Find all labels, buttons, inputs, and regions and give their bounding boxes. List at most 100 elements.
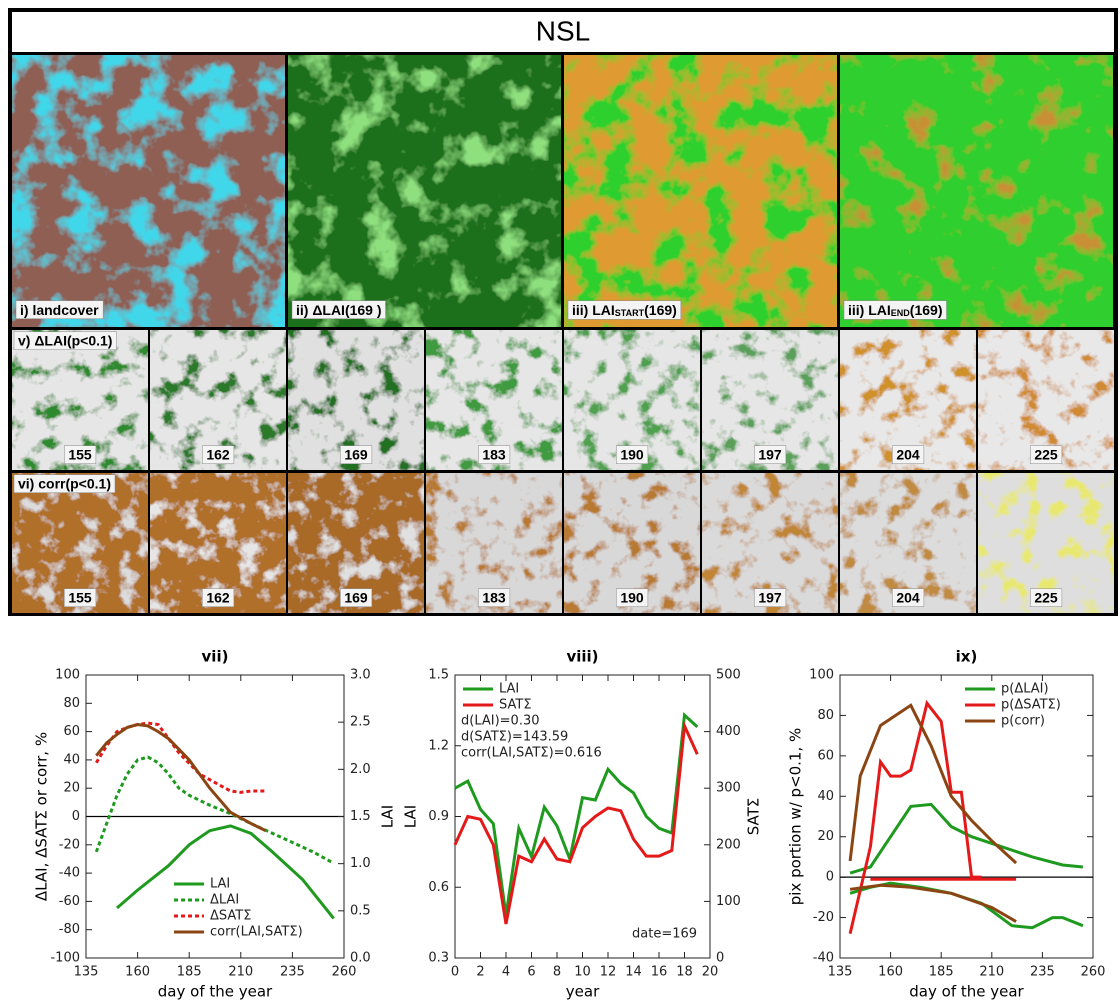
legend-label: ΔLAI — [210, 893, 239, 908]
day-label-group: 155 — [64, 445, 97, 464]
map-label: i) landcover — [20, 302, 99, 318]
x-tick-label: 135 — [74, 965, 99, 980]
y-tick-label: 0.3 — [428, 951, 449, 966]
y2-tick-label: 500 — [716, 668, 741, 683]
y2-tick-label: 0 — [716, 951, 724, 966]
series-line — [453, 720, 699, 925]
y-axis-label: LAI — [402, 805, 420, 828]
day-label: 190 — [620, 447, 644, 463]
y-tick-label: 60 — [63, 724, 80, 739]
day-label-box — [64, 588, 97, 607]
day-label-group: 225 — [1030, 445, 1063, 464]
map-label-text: i) landcover — [20, 302, 99, 318]
series-line — [454, 711, 699, 916]
series-line — [848, 699, 1017, 935]
map-label-sub: START — [615, 308, 645, 318]
annotation: corr(LAI,SATΣ)=0.616 — [461, 746, 602, 761]
row-label-box — [13, 474, 116, 493]
map-label-sub: END — [891, 308, 911, 318]
y-tick-label: 0.6 — [428, 880, 449, 895]
day-label-box — [202, 588, 235, 607]
chart-title: vii) — [202, 648, 229, 666]
y-tick-label: 0 — [826, 870, 834, 885]
series-line — [95, 721, 266, 794]
x-tick-label: 8 — [553, 965, 561, 980]
map-label-box — [291, 300, 386, 319]
y-tick-label: 20 — [63, 781, 80, 796]
x-tick-label: 10 — [574, 965, 591, 980]
x-tick-label: 20 — [702, 965, 719, 980]
y-tick-label: 100 — [809, 668, 834, 683]
map-label: iii) LAISTART(169) — [572, 302, 677, 319]
map-image — [12, 55, 285, 327]
day-label-box — [892, 588, 925, 607]
row-label: v) ΔLAI(p<0.1) — [18, 333, 112, 349]
title-bar — [12, 12, 1114, 52]
day-label: 225 — [1034, 447, 1058, 463]
map-image — [840, 55, 1113, 327]
map-label-group: iii) LAISTART(169) — [567, 300, 682, 320]
y-tick-label: 20 — [817, 829, 834, 844]
day-label-group: 225 — [1030, 588, 1063, 607]
x-tick-label: 160 — [125, 965, 150, 980]
y-tick-label: 0.9 — [428, 809, 449, 824]
day-label-group: 162 — [202, 588, 235, 607]
chart-title: viii) — [566, 648, 598, 666]
y-tick-label: 60 — [817, 748, 834, 763]
day-label: 162 — [206, 590, 230, 606]
x-tick-label: 235 — [1030, 965, 1055, 980]
plot-frame — [839, 674, 1094, 959]
series-line — [848, 703, 1018, 923]
y-axis-label: pix portion w/ p<0.1, % — [787, 728, 805, 906]
day-label: 204 — [896, 590, 920, 606]
map-label-box — [843, 300, 947, 320]
map-image — [564, 55, 837, 327]
map-image — [288, 55, 561, 327]
y-axis-label: ΔLAI, ΔSATΣ or corr, % — [33, 732, 51, 901]
day-label-group: 155 — [64, 588, 97, 607]
x-tick-label: 14 — [625, 965, 642, 980]
map-label-group: i) landcover — [15, 300, 104, 319]
y-tick-label: -60 — [59, 894, 80, 909]
x-tick-label: 16 — [651, 965, 668, 980]
y2-tick-label: 300 — [716, 781, 741, 796]
x-tick-label: 2 — [476, 965, 484, 980]
day-label: 225 — [1034, 590, 1058, 606]
y2-tick-label: 3.0 — [350, 668, 371, 683]
y2-tick-label: 1.5 — [350, 809, 371, 824]
x-tick-label: 260 — [332, 965, 357, 980]
series-line — [94, 755, 335, 865]
y2-axis-label: LAI — [379, 805, 397, 828]
legend-label: LAI — [210, 877, 230, 892]
row-label-group: v) ΔLAI(p<0.1) — [13, 331, 117, 350]
day-label-group: 183 — [478, 588, 511, 607]
day-label: 190 — [620, 590, 644, 606]
day-label: 169 — [344, 447, 368, 463]
map-label-text: ii) ΔLAI(169 ) — [296, 302, 382, 318]
day-label-group: 204 — [892, 445, 925, 464]
annotation: d(SATΣ)=143.59 — [461, 730, 568, 745]
y-tick-label: 80 — [817, 708, 834, 723]
day-label-box — [754, 445, 787, 464]
x-tick-label: 0 — [451, 965, 459, 980]
day-label: 162 — [206, 447, 230, 463]
day-label-group: 183 — [478, 445, 511, 464]
day-label: 204 — [896, 447, 920, 463]
x-axis-label: year — [566, 983, 600, 1001]
y2-tick-label: 1.0 — [350, 856, 371, 871]
y-tick-label: -40 — [813, 951, 834, 966]
y-tick-label: 80 — [63, 696, 80, 711]
x-tick-label: 185 — [929, 965, 954, 980]
day-label-box — [340, 445, 373, 464]
day-label-box — [616, 445, 649, 464]
legend-label: ΔSATΣ — [210, 909, 251, 924]
legend-label: corr(LAI,SATΣ) — [210, 925, 303, 940]
day-label: 169 — [344, 590, 368, 606]
day-label: 183 — [482, 590, 506, 606]
day-label: 155 — [68, 590, 92, 606]
day-label-box — [754, 588, 787, 607]
legend-label: p(ΔSATΣ) — [1001, 698, 1061, 713]
day-label-group: 169 — [340, 588, 373, 607]
y2-tick-label: 2.5 — [350, 715, 371, 730]
